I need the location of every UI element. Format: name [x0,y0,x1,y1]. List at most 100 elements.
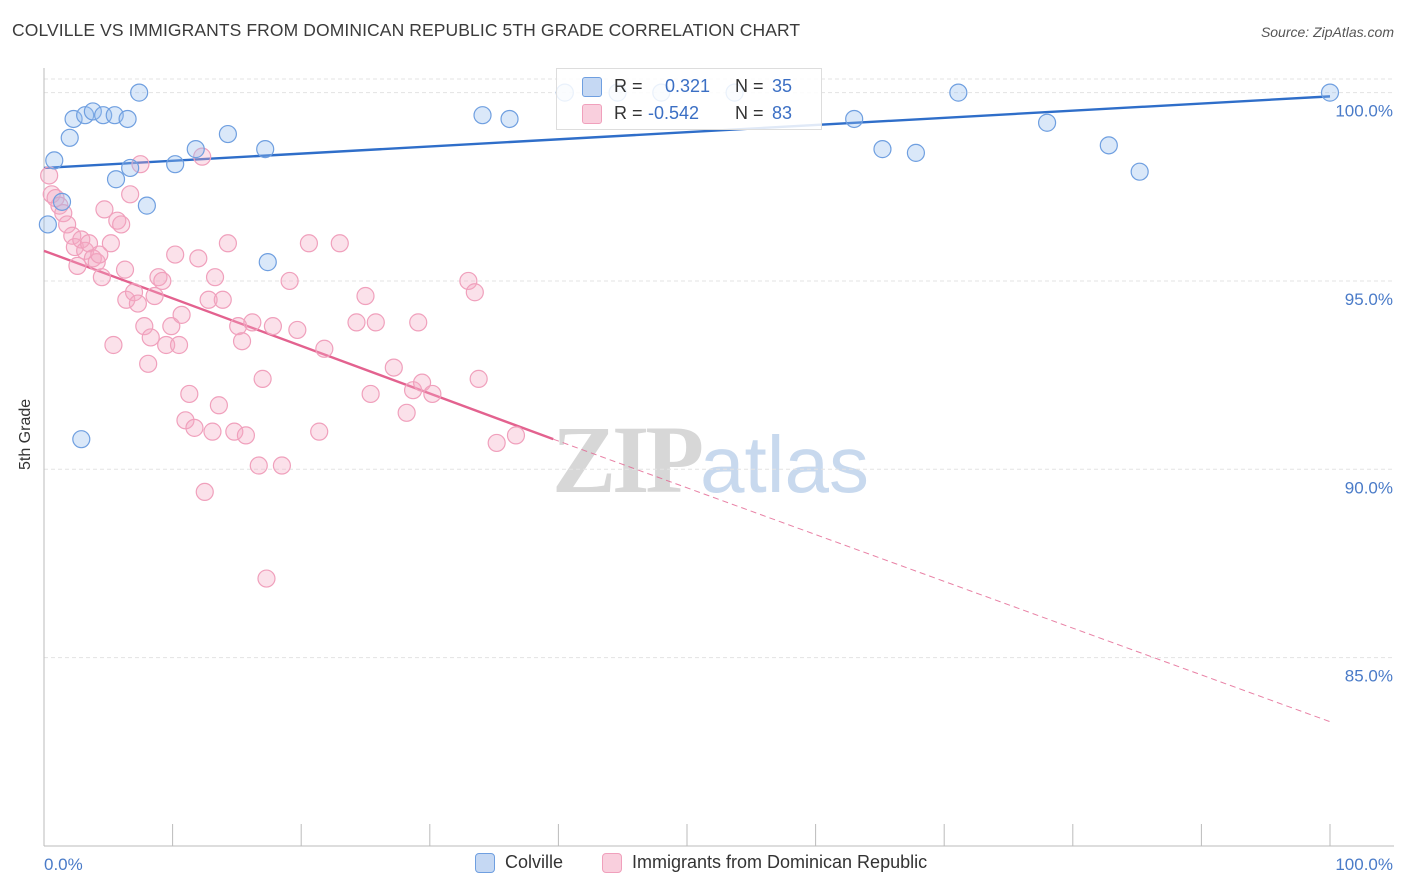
dominican-point [459,271,478,291]
dominican-point [330,234,349,253]
colville-point [500,109,519,129]
dominican-point [193,147,212,166]
colville-point [1320,83,1340,102]
dominican-point [280,271,299,291]
colville-point [137,196,156,215]
colville-point [873,140,892,159]
r-label: R = [614,76,643,96]
n-label: N = [735,103,764,123]
legend-item-colville: Colville [475,852,563,873]
dominican-point [195,482,214,502]
dominican-point [90,245,109,264]
colville-point [473,106,492,125]
dominican-point [263,317,283,336]
dominican-point [40,166,59,185]
y-tick-label: 95.0% [1345,290,1393,309]
source-credit: Source: ZipAtlas.com [1260,24,1394,40]
y-tick-label: 90.0% [1345,478,1393,497]
dominican-point [409,313,428,332]
y-tick-label: 85.0% [1345,667,1393,686]
dominican-point [366,313,385,332]
dominican-point [243,313,262,332]
n-value: 83 [772,103,793,123]
dominican-point [412,373,432,392]
dominican-point [232,332,252,351]
colville-swatch [475,852,495,873]
dominican-point [141,328,160,347]
dominican-point [153,271,172,291]
y-tick-label: 100.0% [1335,102,1393,121]
legend-item-dominican: Immigrants from Dominican Republic [602,852,927,873]
colville-point [256,140,275,159]
r-value: 0.321 [665,76,711,96]
chart-title: COLVILLE VS IMMIGRANTS FROM DOMINICAN RE… [12,20,801,40]
dominican-point [423,384,442,404]
n-value: 35 [772,76,793,96]
colville-point [121,158,140,178]
dominican-point [95,200,114,219]
dominican-point [225,422,244,441]
watermark-zip: ZIP [552,406,704,513]
dominican-point [257,569,276,588]
dominican-point [58,215,77,234]
dominican-point [117,290,136,309]
dominican-point [65,237,84,257]
dominican-point [172,305,191,324]
colville-point [130,83,149,102]
dominican-point [249,456,268,475]
colville-point [949,83,968,102]
dominican-point [199,290,218,309]
dominican-point [180,384,199,404]
dominican-point [229,317,248,336]
axes [43,68,1394,847]
dominican-point [299,234,319,253]
dominican-point [356,286,375,306]
watermark: ZIPatlas [552,404,869,515]
colville-point [218,124,237,144]
colville-point [38,215,57,234]
legend-label-colville: Colville [505,852,564,872]
dominican-point [166,245,185,264]
colville-point [45,151,64,170]
colville-point [72,430,91,449]
colville-point [106,170,126,189]
dominican-point [506,426,526,445]
dominican-point [203,422,222,441]
r-label: R = [614,103,643,123]
colville-point [186,140,205,159]
dominican-swatch [602,852,622,873]
dominican-point [135,317,154,336]
dominican-trend-line [43,249,554,441]
dominican-point [272,456,292,475]
data-points [38,83,1340,588]
dominican-point [288,320,307,340]
dominican-point [218,234,237,253]
colville-point [906,143,926,162]
x-tick-label: 100.0% [1335,855,1393,874]
dominican-point [121,185,140,204]
dominican-point [169,335,189,355]
colville-swatch [582,77,602,97]
tick-labels: 85.0% 90.0% 95.0% 100.0% 0.0% 100.0% [44,102,1393,874]
colville-point [845,109,864,129]
dominican-point [112,215,131,234]
dominican-point [209,396,228,415]
colville-point [60,128,79,147]
stats-legend: R = 0.321 N = 35 R = -0.542 N = 83 [556,68,822,130]
dominican-point [124,283,144,302]
dominican-point [139,354,158,373]
trend-lines [43,95,1331,723]
colville-point [258,253,277,272]
bottom-legend: Colville Immigrants from Dominican Repub… [0,852,1406,878]
dominican-point [347,313,366,332]
dominican-point [213,290,232,309]
dominican-point [162,317,181,336]
dominican-point [361,384,380,404]
dominican-point [236,426,256,445]
colville-point [1099,136,1118,155]
gridlines [44,78,1394,659]
dominican-point [397,403,416,422]
dominican-point [189,249,208,268]
dominican-point [128,294,147,313]
dominican-point [145,286,164,306]
